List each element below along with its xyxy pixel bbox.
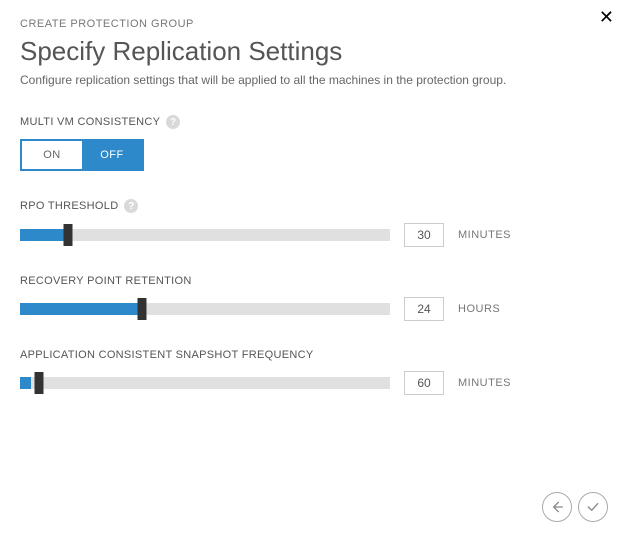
- confirm-button[interactable]: [578, 492, 608, 522]
- retention-label: RECOVERY POINT RETENTION: [20, 275, 192, 287]
- multi-vm-toggle[interactable]: ON OFF: [20, 139, 144, 171]
- multi-vm-toggle-on[interactable]: ON: [22, 141, 82, 169]
- slider-thumb[interactable]: [34, 372, 43, 394]
- help-icon[interactable]: ?: [124, 199, 138, 213]
- snapshot-unit: MINUTES: [458, 377, 511, 389]
- page-subtitle: Configure replication settings that will…: [20, 73, 606, 87]
- slider-thumb[interactable]: [64, 224, 73, 246]
- slider-fill: [20, 229, 68, 241]
- slider-fill: [20, 377, 31, 389]
- multi-vm-toggle-off[interactable]: OFF: [82, 141, 142, 169]
- rpo-threshold-field: RPO THRESHOLD ? MINUTES: [20, 199, 606, 247]
- rpo-slider[interactable]: [20, 227, 390, 243]
- back-button[interactable]: [542, 492, 572, 522]
- check-icon: [585, 499, 601, 515]
- slider-track: [20, 229, 390, 241]
- retention-field: RECOVERY POINT RETENTION HOURS: [20, 275, 606, 321]
- slider-track: [20, 377, 390, 389]
- slider-thumb[interactable]: [138, 298, 147, 320]
- multi-vm-consistency-field: MULTI VM CONSISTENCY ? ON OFF: [20, 115, 606, 171]
- retention-value-input[interactable]: [404, 297, 444, 321]
- snapshot-slider[interactable]: [20, 375, 390, 391]
- retention-slider[interactable]: [20, 301, 390, 317]
- close-icon[interactable]: ✕: [599, 8, 614, 26]
- rpo-label: RPO THRESHOLD: [20, 200, 118, 212]
- multi-vm-label: MULTI VM CONSISTENCY: [20, 116, 160, 128]
- snapshot-value-input[interactable]: [404, 371, 444, 395]
- rpo-unit: MINUTES: [458, 229, 511, 241]
- page-title: Specify Replication Settings: [20, 36, 606, 67]
- slider-fill: [20, 303, 142, 315]
- snapshot-label: APPLICATION CONSISTENT SNAPSHOT FREQUENC…: [20, 349, 313, 361]
- breadcrumb: CREATE PROTECTION GROUP: [20, 18, 606, 30]
- retention-unit: HOURS: [458, 303, 500, 315]
- snapshot-frequency-field: APPLICATION CONSISTENT SNAPSHOT FREQUENC…: [20, 349, 606, 395]
- arrow-left-icon: [549, 499, 565, 515]
- rpo-value-input[interactable]: [404, 223, 444, 247]
- help-icon[interactable]: ?: [166, 115, 180, 129]
